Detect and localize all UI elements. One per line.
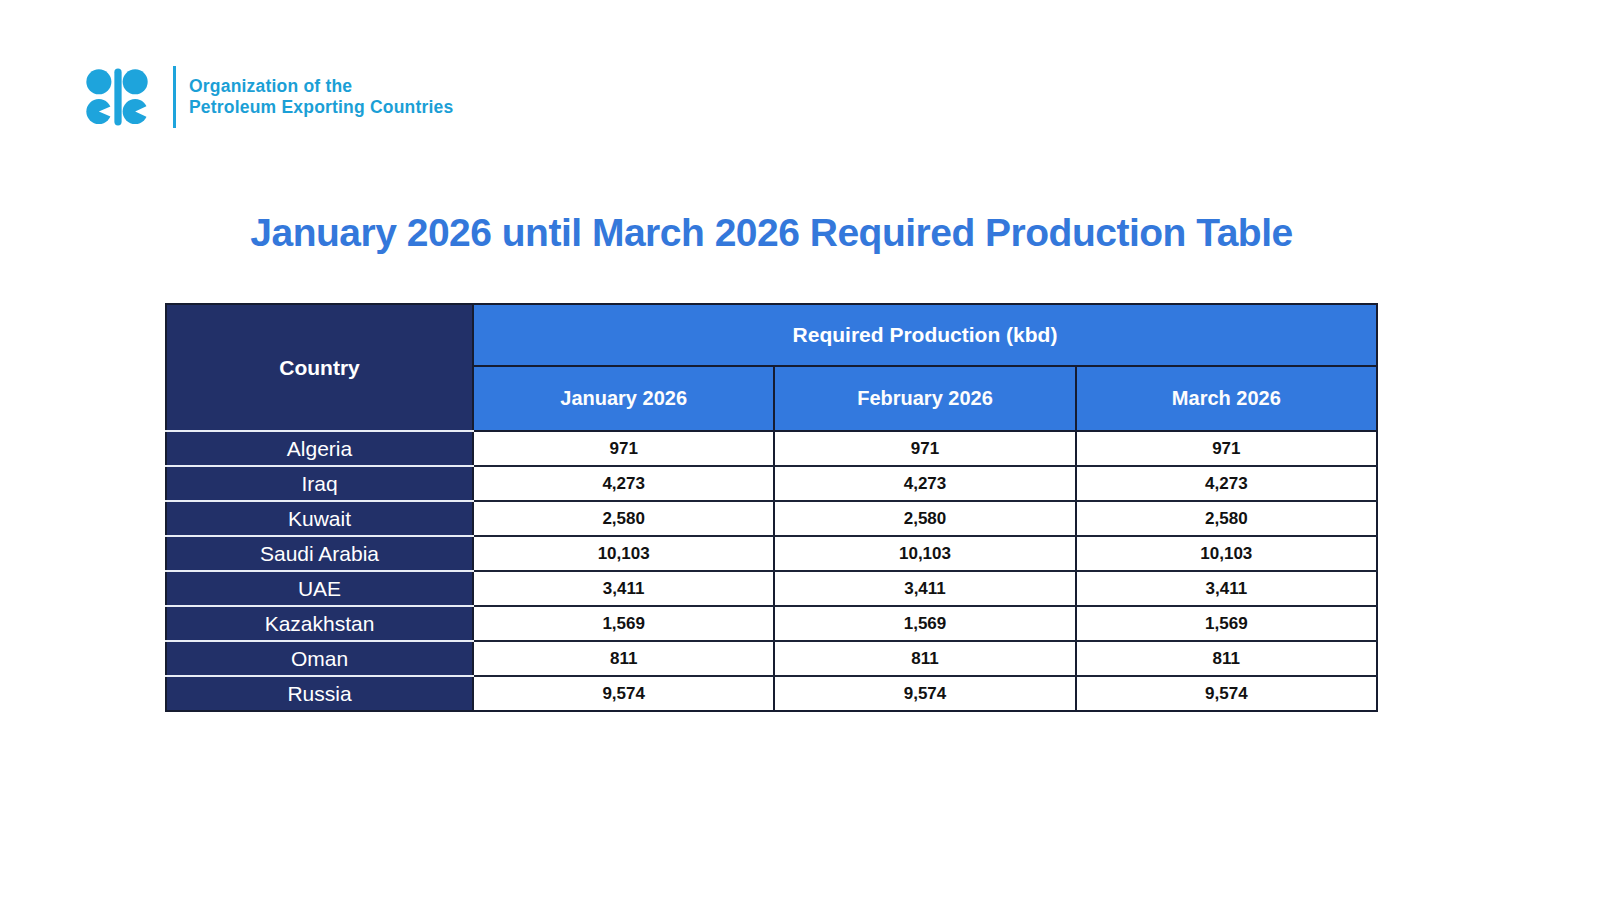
country-cell: Algeria bbox=[166, 431, 473, 466]
country-cell: Kazakhstan bbox=[166, 606, 473, 641]
month-header-february: February 2026 bbox=[774, 366, 1075, 431]
value-cell-february: 971 bbox=[774, 431, 1075, 466]
value-cell-february: 4,273 bbox=[774, 466, 1075, 501]
table-row: Iraq4,2734,2734,273 bbox=[166, 466, 1377, 501]
table-row: Kazakhstan1,5691,5691,569 bbox=[166, 606, 1377, 641]
value-cell-march: 3,411 bbox=[1076, 571, 1377, 606]
value-cell-march: 4,273 bbox=[1076, 466, 1377, 501]
slide: Organization of the Petroleum Exporting … bbox=[0, 0, 1600, 900]
country-cell: UAE bbox=[166, 571, 473, 606]
value-cell-march: 1,569 bbox=[1076, 606, 1377, 641]
value-cell-january: 9,574 bbox=[473, 676, 774, 711]
value-cell-march: 971 bbox=[1076, 431, 1377, 466]
table-row: UAE3,4113,4113,411 bbox=[166, 571, 1377, 606]
value-cell-february: 811 bbox=[774, 641, 1075, 676]
value-cell-march: 9,574 bbox=[1076, 676, 1377, 711]
table-row: Saudi Arabia10,10310,10310,103 bbox=[166, 536, 1377, 571]
country-column-header: Country bbox=[166, 304, 473, 431]
value-cell-january: 4,273 bbox=[473, 466, 774, 501]
value-cell-february: 2,580 bbox=[774, 501, 1075, 536]
table-row: Algeria971971971 bbox=[166, 431, 1377, 466]
table-row: Oman811811811 bbox=[166, 641, 1377, 676]
brand-line2: Petroleum Exporting Countries bbox=[189, 97, 453, 118]
month-header-march: March 2026 bbox=[1076, 366, 1377, 431]
group-header-row: Country Required Production (kbd) bbox=[166, 304, 1377, 366]
table-row: Kuwait2,5802,5802,580 bbox=[166, 501, 1377, 536]
value-cell-january: 1,569 bbox=[473, 606, 774, 641]
brand-divider bbox=[173, 66, 176, 128]
opec-logo-icon bbox=[85, 64, 151, 130]
value-cell-february: 3,411 bbox=[774, 571, 1075, 606]
value-cell-january: 10,103 bbox=[473, 536, 774, 571]
brand-text: Organization of the Petroleum Exporting … bbox=[189, 76, 453, 118]
value-cell-february: 9,574 bbox=[774, 676, 1075, 711]
country-cell: Oman bbox=[166, 641, 473, 676]
value-cell-march: 2,580 bbox=[1076, 501, 1377, 536]
page-title: January 2026 until March 2026 Required P… bbox=[165, 211, 1378, 255]
brand-line1: Organization of the bbox=[189, 76, 453, 97]
value-cell-january: 971 bbox=[473, 431, 774, 466]
country-cell: Iraq bbox=[166, 466, 473, 501]
production-table-container: Country Required Production (kbd) Januar… bbox=[165, 303, 1378, 712]
value-cell-january: 811 bbox=[473, 641, 774, 676]
country-cell: Kuwait bbox=[166, 501, 473, 536]
value-cell-february: 10,103 bbox=[774, 536, 1075, 571]
value-cell-february: 1,569 bbox=[774, 606, 1075, 641]
value-cell-march: 811 bbox=[1076, 641, 1377, 676]
value-cell-january: 3,411 bbox=[473, 571, 774, 606]
month-header-january: January 2026 bbox=[473, 366, 774, 431]
country-cell: Saudi Arabia bbox=[166, 536, 473, 571]
country-cell: Russia bbox=[166, 676, 473, 711]
opec-brand: Organization of the Petroleum Exporting … bbox=[85, 64, 453, 130]
production-table: Country Required Production (kbd) Januar… bbox=[165, 303, 1378, 712]
value-cell-march: 10,103 bbox=[1076, 536, 1377, 571]
table-body: Algeria971971971Iraq4,2734,2734,273Kuwai… bbox=[166, 431, 1377, 711]
required-production-header: Required Production (kbd) bbox=[473, 304, 1377, 366]
table-row: Russia9,5749,5749,574 bbox=[166, 676, 1377, 711]
value-cell-january: 2,580 bbox=[473, 501, 774, 536]
